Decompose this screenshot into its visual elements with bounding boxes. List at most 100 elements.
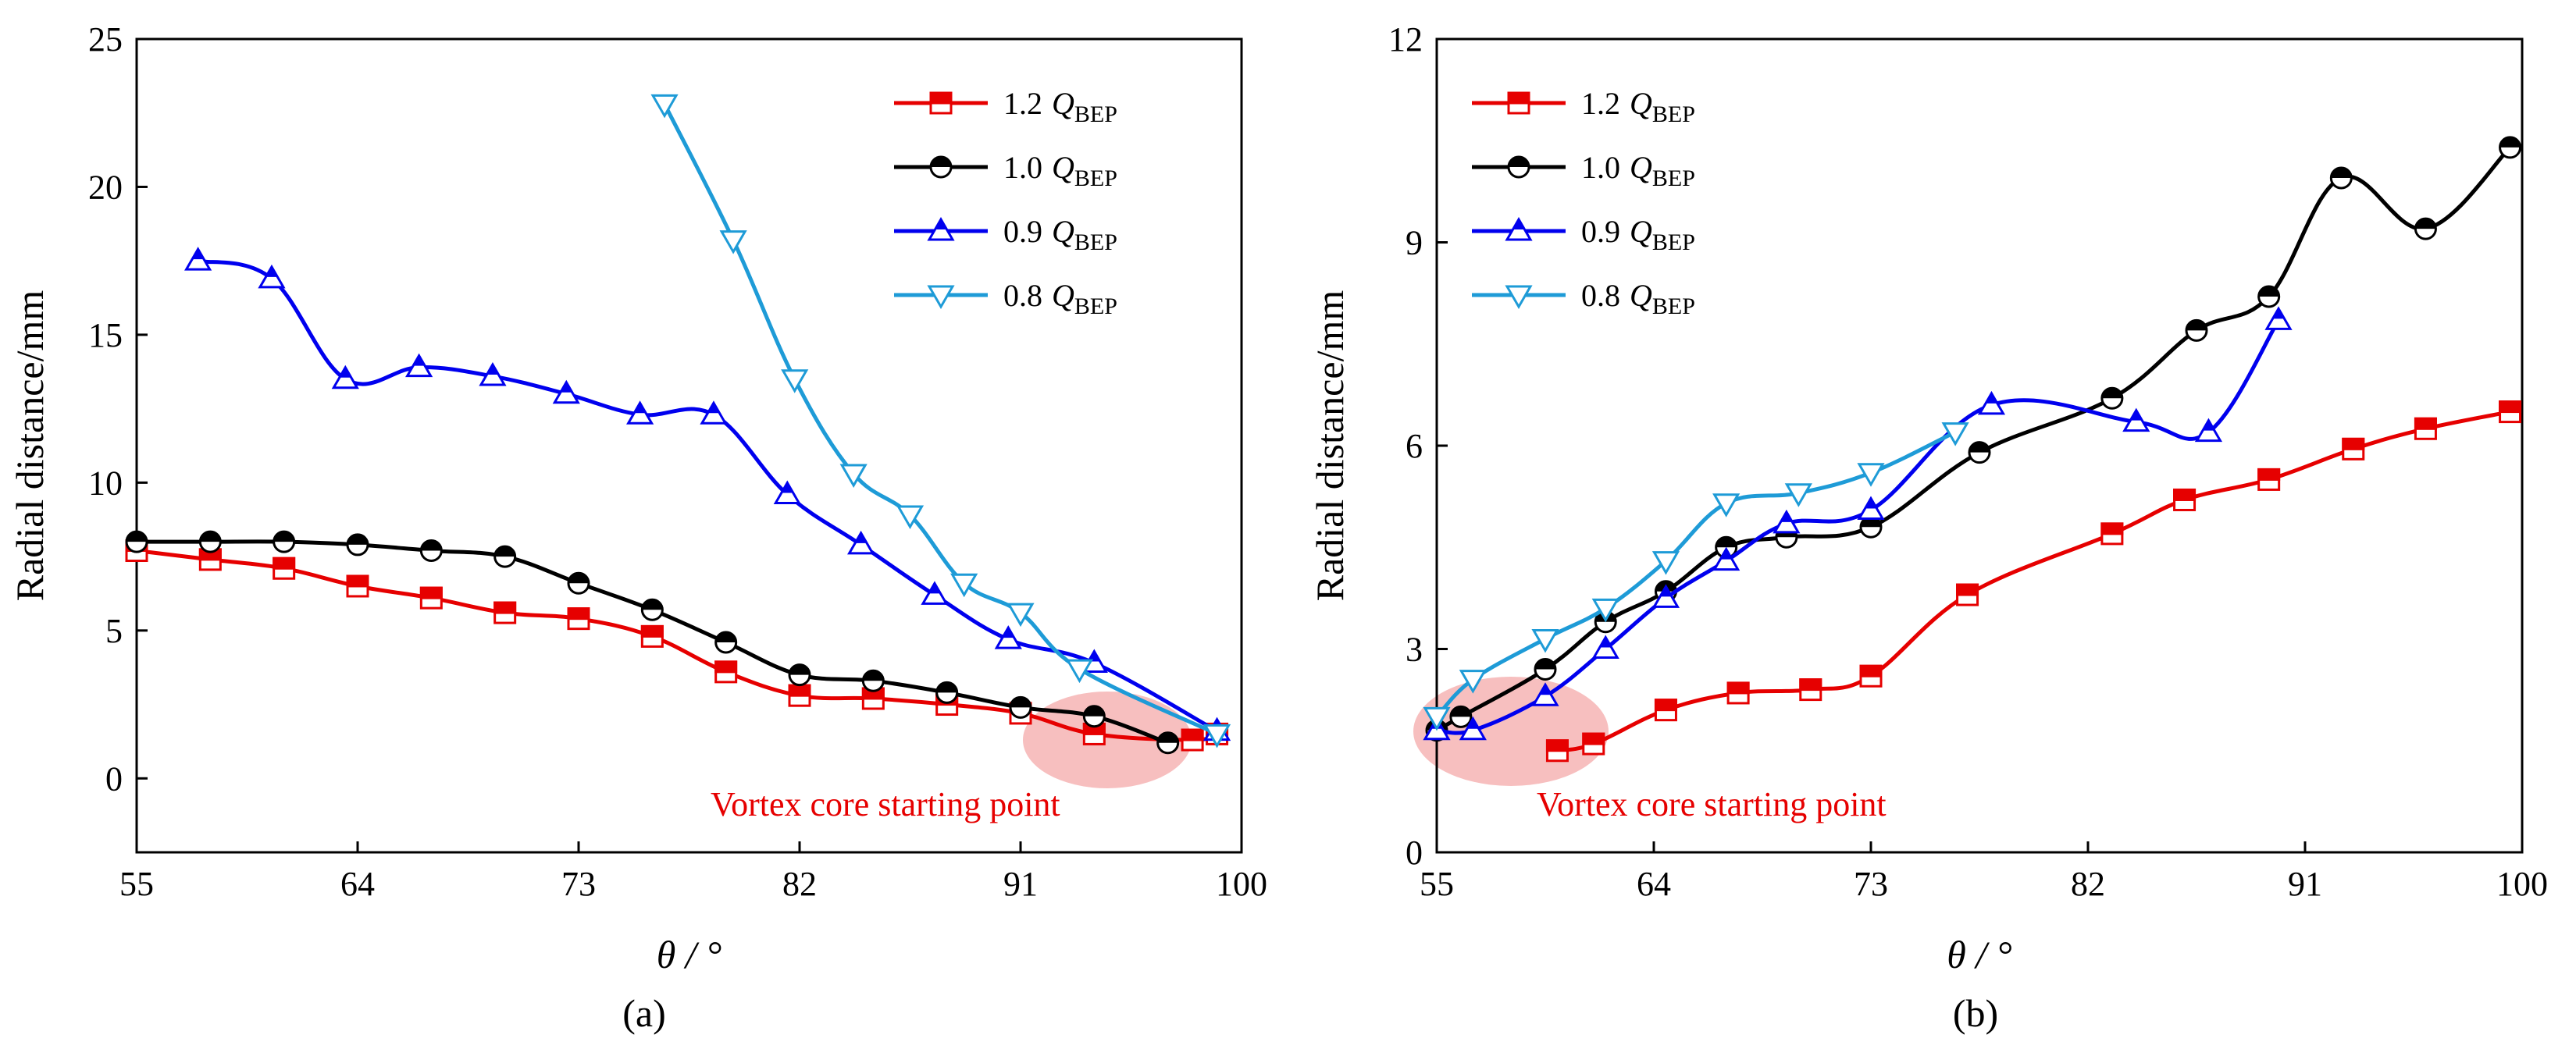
data-point xyxy=(788,684,811,707)
legend-q: Q xyxy=(1052,214,1074,249)
data-point xyxy=(1156,731,1180,755)
data-point xyxy=(2122,407,2150,432)
x-tick-label: 91 xyxy=(2288,865,2322,903)
data-point xyxy=(1591,635,1619,659)
legend-item: 0.9 QBEP xyxy=(1472,214,1695,255)
x-tick-label: 55 xyxy=(119,865,154,903)
data-point xyxy=(1545,739,1569,763)
legend-label: 1.2 QBEP xyxy=(1581,86,1695,127)
data-point xyxy=(125,530,148,553)
legend-label: 1.2 QBEP xyxy=(1003,86,1117,127)
legend-q: Q xyxy=(1630,86,1652,121)
legend-label: 1.0 QBEP xyxy=(1581,150,1695,191)
panel-caption: (b) xyxy=(1953,991,1998,1035)
x-tick-label: 73 xyxy=(561,865,596,903)
data-point xyxy=(1651,584,1680,608)
y-tick-label: 5 xyxy=(105,612,123,650)
series-line xyxy=(136,549,1218,742)
legend-subscript: BEP xyxy=(1652,101,1695,127)
data-point xyxy=(861,669,885,692)
y-tick-label: 0 xyxy=(105,759,123,798)
y-tick-label: 20 xyxy=(88,168,123,206)
data-point xyxy=(994,625,1022,649)
data-point xyxy=(1859,515,1883,539)
data-point xyxy=(1181,728,1204,752)
data-point xyxy=(1531,628,1559,653)
x-tick-label: 100 xyxy=(1216,865,1267,903)
data-point xyxy=(1651,551,1680,575)
data-point xyxy=(567,607,590,631)
legend-subscript: BEP xyxy=(1652,229,1695,255)
legend-number: 0.9 xyxy=(1581,214,1620,249)
data-point xyxy=(1654,699,1677,722)
legend-subscript: BEP xyxy=(1074,101,1117,127)
data-point xyxy=(1712,493,1740,517)
data-point xyxy=(1784,483,1812,507)
data-point xyxy=(921,581,949,605)
data-point xyxy=(2173,488,2197,511)
data-point xyxy=(626,400,654,425)
data-point xyxy=(405,353,433,378)
series-line xyxy=(1556,410,2511,753)
data-point xyxy=(198,530,222,553)
y-tick-label: 0 xyxy=(1406,834,1423,872)
legend-number: 1.0 xyxy=(1581,150,1620,185)
legend-marker xyxy=(1505,285,1533,310)
legend-label: 0.8 QBEP xyxy=(1003,278,1117,319)
data-point xyxy=(1202,724,1231,749)
legend-number: 0.8 xyxy=(1003,278,1042,313)
data-point xyxy=(719,230,747,254)
data-point xyxy=(1531,682,1559,706)
series-0-8-qbep xyxy=(1423,422,1969,731)
data-point xyxy=(1857,463,1885,487)
x-axis-label: θ / ° xyxy=(1947,933,2011,976)
legend-item: 1.0 QBEP xyxy=(1472,150,1695,191)
data-point xyxy=(2194,418,2223,443)
data-point xyxy=(1082,705,1106,728)
data-point xyxy=(419,539,443,563)
data-point xyxy=(346,533,369,557)
y-tick-label: 3 xyxy=(1406,631,1423,669)
data-point xyxy=(493,601,517,624)
data-point xyxy=(2342,437,2365,460)
data-point xyxy=(1009,695,1032,719)
data-point xyxy=(1773,509,1801,534)
data-point xyxy=(1449,705,1473,728)
data-point xyxy=(781,369,809,393)
y-tick-label: 25 xyxy=(88,20,123,59)
data-point xyxy=(346,574,369,598)
data-point xyxy=(1582,732,1605,756)
data-point xyxy=(2414,417,2437,440)
legend-subscript: BEP xyxy=(1074,165,1117,191)
series-0-9-qbep xyxy=(1423,306,2293,741)
legend-marker xyxy=(1507,91,1530,115)
series-line xyxy=(662,103,1218,736)
legend-subscript: BEP xyxy=(1074,293,1117,319)
x-tick-label: 73 xyxy=(1854,865,1888,903)
y-tick-label: 6 xyxy=(1406,427,1423,465)
data-point xyxy=(640,598,664,621)
data-point xyxy=(839,464,868,488)
data-point xyxy=(1007,603,1035,628)
data-point xyxy=(1712,546,1740,571)
data-point xyxy=(1968,441,1991,464)
data-point xyxy=(950,573,978,598)
data-point xyxy=(896,505,925,530)
vortex-annotation: Vortex core starting point xyxy=(711,785,1060,823)
data-point xyxy=(2257,285,2281,308)
legend-q: Q xyxy=(1052,278,1074,313)
data-point xyxy=(273,557,296,580)
legend-subscript: BEP xyxy=(1074,229,1117,255)
x-tick-label: 64 xyxy=(340,865,375,903)
y-axis-label: Radial distance/mm xyxy=(8,290,52,602)
legend-item: 1.0 QBEP xyxy=(894,150,1117,191)
series-line xyxy=(1436,319,2281,735)
legend-marker xyxy=(927,285,955,310)
data-point xyxy=(1726,681,1750,705)
data-point xyxy=(2329,166,2353,190)
legend-number: 0.8 xyxy=(1581,278,1620,313)
x-tick-label: 100 xyxy=(2496,865,2548,903)
